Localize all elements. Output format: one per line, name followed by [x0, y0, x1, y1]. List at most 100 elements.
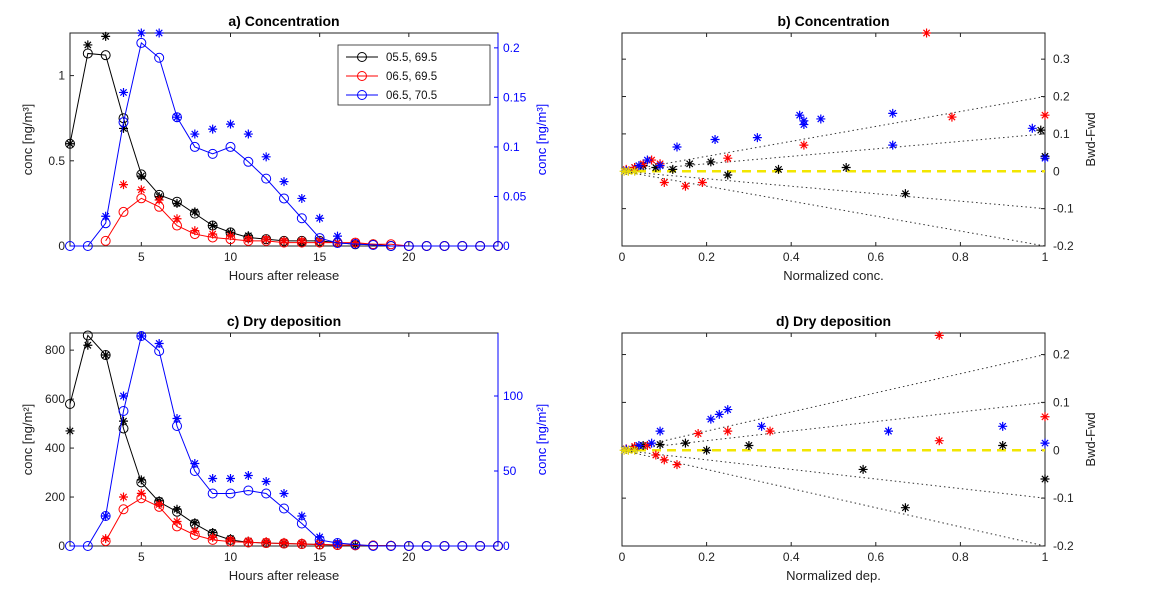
data-point-star	[172, 517, 182, 527]
x-tick-label: 1	[1042, 550, 1049, 564]
data-point-circle	[189, 141, 200, 152]
data-point-star	[693, 429, 703, 439]
data-point-circle	[118, 406, 129, 416]
data-point-circle	[457, 241, 468, 251]
data-point-star	[279, 537, 289, 547]
y-right-axis-label: conc [ng/m³]	[534, 104, 549, 176]
chart-title: b) Concentration	[778, 13, 890, 29]
data-point-star	[136, 28, 146, 38]
y-right-tick-label: 0.2	[503, 41, 520, 55]
plot-area	[621, 32, 1046, 247]
data-point-circle	[350, 239, 361, 250]
data-point-star	[243, 129, 253, 139]
x-tick-label: 10	[224, 250, 238, 264]
data-point-star	[154, 499, 164, 509]
series-line-2	[70, 41, 498, 247]
y-tick-label: -0.2	[1053, 239, 1074, 253]
x-tick-label: 0.8	[952, 250, 969, 264]
x-tick-label: 0	[619, 250, 626, 264]
y-tick-label: 200	[45, 490, 65, 504]
x-axis-label: Normalized dep.	[786, 568, 881, 583]
data-point-circle	[457, 541, 468, 551]
reference-line	[621, 133, 1046, 172]
y-axis-label: Bwd-Fwd	[1083, 412, 1098, 466]
data-point-circle	[207, 148, 218, 159]
y-right-tick-label: 0	[503, 239, 510, 253]
data-point-star	[621, 166, 631, 176]
legend-marker	[357, 90, 367, 100]
data-point-star	[799, 140, 809, 150]
panel-d: d) Dry deposition 0 0.2 0.4 0.6 0.8 1 -0.2 -0.1 0…	[619, 313, 1098, 583]
data-point-star	[190, 526, 200, 536]
data-point-star	[297, 193, 307, 203]
data-point-star	[706, 157, 716, 167]
data-point-star-yellow	[623, 166, 633, 176]
y-tick-label: 0.1	[1053, 127, 1070, 141]
data-point-star	[651, 450, 661, 460]
chart-title: c) Dry deposition	[227, 313, 341, 329]
plot-area	[621, 332, 1046, 547]
data-point-star	[136, 475, 146, 485]
data-point-star	[888, 140, 898, 150]
data-point-circle	[439, 241, 450, 251]
x-tick-label: 0.6	[867, 550, 884, 564]
data-point-star	[799, 120, 809, 130]
data-point-star	[947, 112, 957, 122]
data-point-star	[190, 129, 200, 139]
data-point-star	[710, 135, 720, 144]
data-point-star	[315, 213, 325, 223]
data-point-star	[883, 426, 893, 436]
data-point-circle	[154, 52, 165, 63]
y-tick-label: 0.3	[1053, 52, 1070, 66]
data-point-star	[655, 426, 665, 436]
data-point-star	[243, 536, 253, 546]
data-point-star	[83, 40, 93, 50]
data-point-circle	[261, 488, 272, 499]
data-point-star	[261, 234, 271, 244]
data-point-star	[1040, 474, 1050, 484]
data-point-star	[119, 416, 128, 426]
data-point-star	[1036, 125, 1046, 135]
data-point-star	[333, 231, 342, 241]
y-tick-label: -0.2	[1053, 539, 1074, 553]
data-point-star	[757, 421, 767, 431]
reference-line	[621, 449, 1046, 547]
data-point-star	[226, 474, 235, 483]
data-point-star	[634, 440, 644, 450]
y-tick-label: 800	[45, 343, 65, 357]
data-point-star	[659, 177, 669, 187]
data-point-circle	[261, 173, 272, 184]
data-point-circle	[118, 504, 129, 515]
data-point-star	[297, 236, 307, 246]
data-point-star	[208, 221, 218, 231]
data-point-circle	[296, 213, 307, 224]
data-point-star	[723, 153, 733, 163]
data-point-star	[621, 444, 631, 454]
data-point-circle	[279, 193, 289, 204]
data-point-star	[297, 538, 307, 548]
data-point-star	[922, 28, 932, 38]
data-point-star	[774, 164, 784, 174]
data-point-star	[1040, 438, 1050, 448]
data-point-star	[154, 195, 164, 205]
y-tick-label: 1	[58, 69, 65, 83]
x-tick-label: 0.4	[783, 550, 800, 564]
legend-entry: 05.5, 69.5	[386, 52, 437, 64]
reference-line	[621, 401, 1046, 451]
data-point-star	[841, 163, 851, 173]
data-point-star	[279, 489, 289, 498]
data-point-star	[350, 238, 360, 248]
data-point-star	[685, 159, 695, 169]
y-right-tick-label: 0	[503, 539, 510, 553]
data-point-star	[315, 236, 325, 246]
data-point-star	[1040, 412, 1050, 422]
data-point-star	[723, 170, 733, 180]
data-point-star	[723, 426, 733, 436]
plot-area	[69, 332, 499, 547]
data-point-star	[119, 180, 128, 190]
data-point-star	[101, 534, 111, 544]
data-point-circle	[493, 541, 503, 551]
data-point-star	[172, 198, 182, 208]
data-point-star	[998, 421, 1008, 431]
data-point-star	[706, 414, 716, 424]
